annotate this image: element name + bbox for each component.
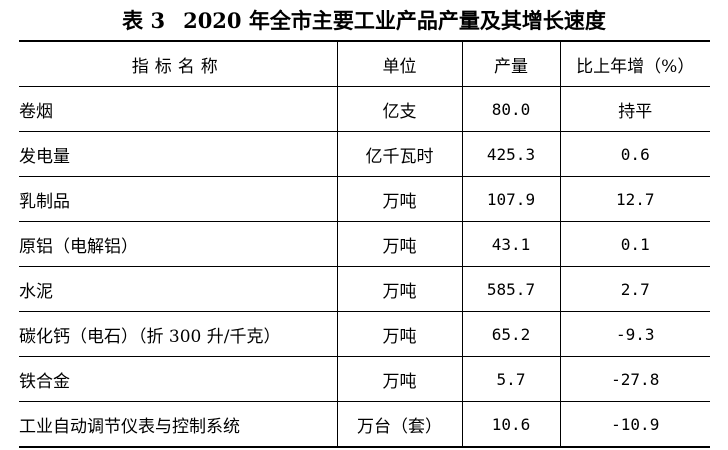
table-row: 原铝（电解铝） 万吨 43.1 0.1 — [19, 221, 710, 267]
table-row: 发电量 亿千瓦时 425.3 0.6 — [19, 131, 710, 177]
row-growth: -9.3 — [559, 311, 710, 357]
row-name: 水泥 — [19, 266, 338, 312]
industrial-output-table: 指标名称 单位 产量 比上年增（%） 卷烟 亿支 80.0 持平 发电量 亿千瓦… — [19, 40, 710, 448]
header-growth: 比上年增（%） — [559, 40, 710, 87]
row-name: 乳制品 — [19, 176, 338, 222]
row-output: 65.2 — [461, 311, 561, 357]
row-unit: 万吨 — [336, 266, 463, 312]
header-indicator-name: 指标名称 — [19, 40, 338, 87]
row-output: 5.7 — [461, 356, 561, 402]
row-name: 卷烟 — [19, 86, 338, 132]
row-growth: 12.7 — [559, 176, 710, 222]
row-unit: 万吨 — [336, 311, 463, 357]
table-title: 表 3 2020 年全市主要工业产品产量及其增长速度 — [0, 6, 728, 36]
row-unit: 亿千瓦时 — [336, 131, 463, 177]
row-name: 原铝（电解铝） — [19, 221, 338, 267]
row-unit: 万吨 — [336, 176, 463, 222]
row-name: 工业自动调节仪表与控制系统 — [19, 401, 338, 448]
table-row: 水泥 万吨 585.7 2.7 — [19, 266, 710, 312]
row-name: 发电量 — [19, 131, 338, 177]
row-unit: 万吨 — [336, 221, 463, 267]
row-unit: 万台（套） — [336, 401, 463, 448]
table-row: 卷烟 亿支 80.0 持平 — [19, 86, 710, 132]
row-name: 碳化钙（电石）（折 300 升/千克） — [19, 311, 338, 357]
header-output: 产量 — [461, 40, 561, 87]
row-output: 43.1 — [461, 221, 561, 267]
header-unit: 单位 — [336, 40, 463, 87]
row-growth: 0.1 — [559, 221, 710, 267]
row-output: 80.0 — [461, 86, 561, 132]
header-row: 指标名称 单位 产量 比上年增（%） — [19, 40, 710, 87]
row-output: 10.6 — [461, 401, 561, 448]
row-output: 425.3 — [461, 131, 561, 177]
row-growth: -27.8 — [559, 356, 710, 402]
row-growth: 持平 — [559, 86, 710, 132]
table-row: 乳制品 万吨 107.9 12.7 — [19, 176, 710, 222]
table-title-text: 2020 年全市主要工业产品产量及其增长速度 — [183, 8, 606, 33]
row-name: 铁合金 — [19, 356, 338, 402]
table-row: 铁合金 万吨 5.7 -27.8 — [19, 356, 710, 402]
table-row: 工业自动调节仪表与控制系统 万台（套） 10.6 -10.9 — [19, 401, 710, 448]
row-growth: -10.9 — [559, 401, 710, 448]
row-unit: 万吨 — [336, 356, 463, 402]
row-growth: 0.6 — [559, 131, 710, 177]
table-number: 表 3 — [122, 8, 166, 33]
row-output: 107.9 — [461, 176, 561, 222]
row-growth: 2.7 — [559, 266, 710, 312]
table-row: 碳化钙（电石）（折 300 升/千克） 万吨 65.2 -9.3 — [19, 311, 710, 357]
row-unit: 亿支 — [336, 86, 463, 132]
row-output: 585.7 — [461, 266, 561, 312]
